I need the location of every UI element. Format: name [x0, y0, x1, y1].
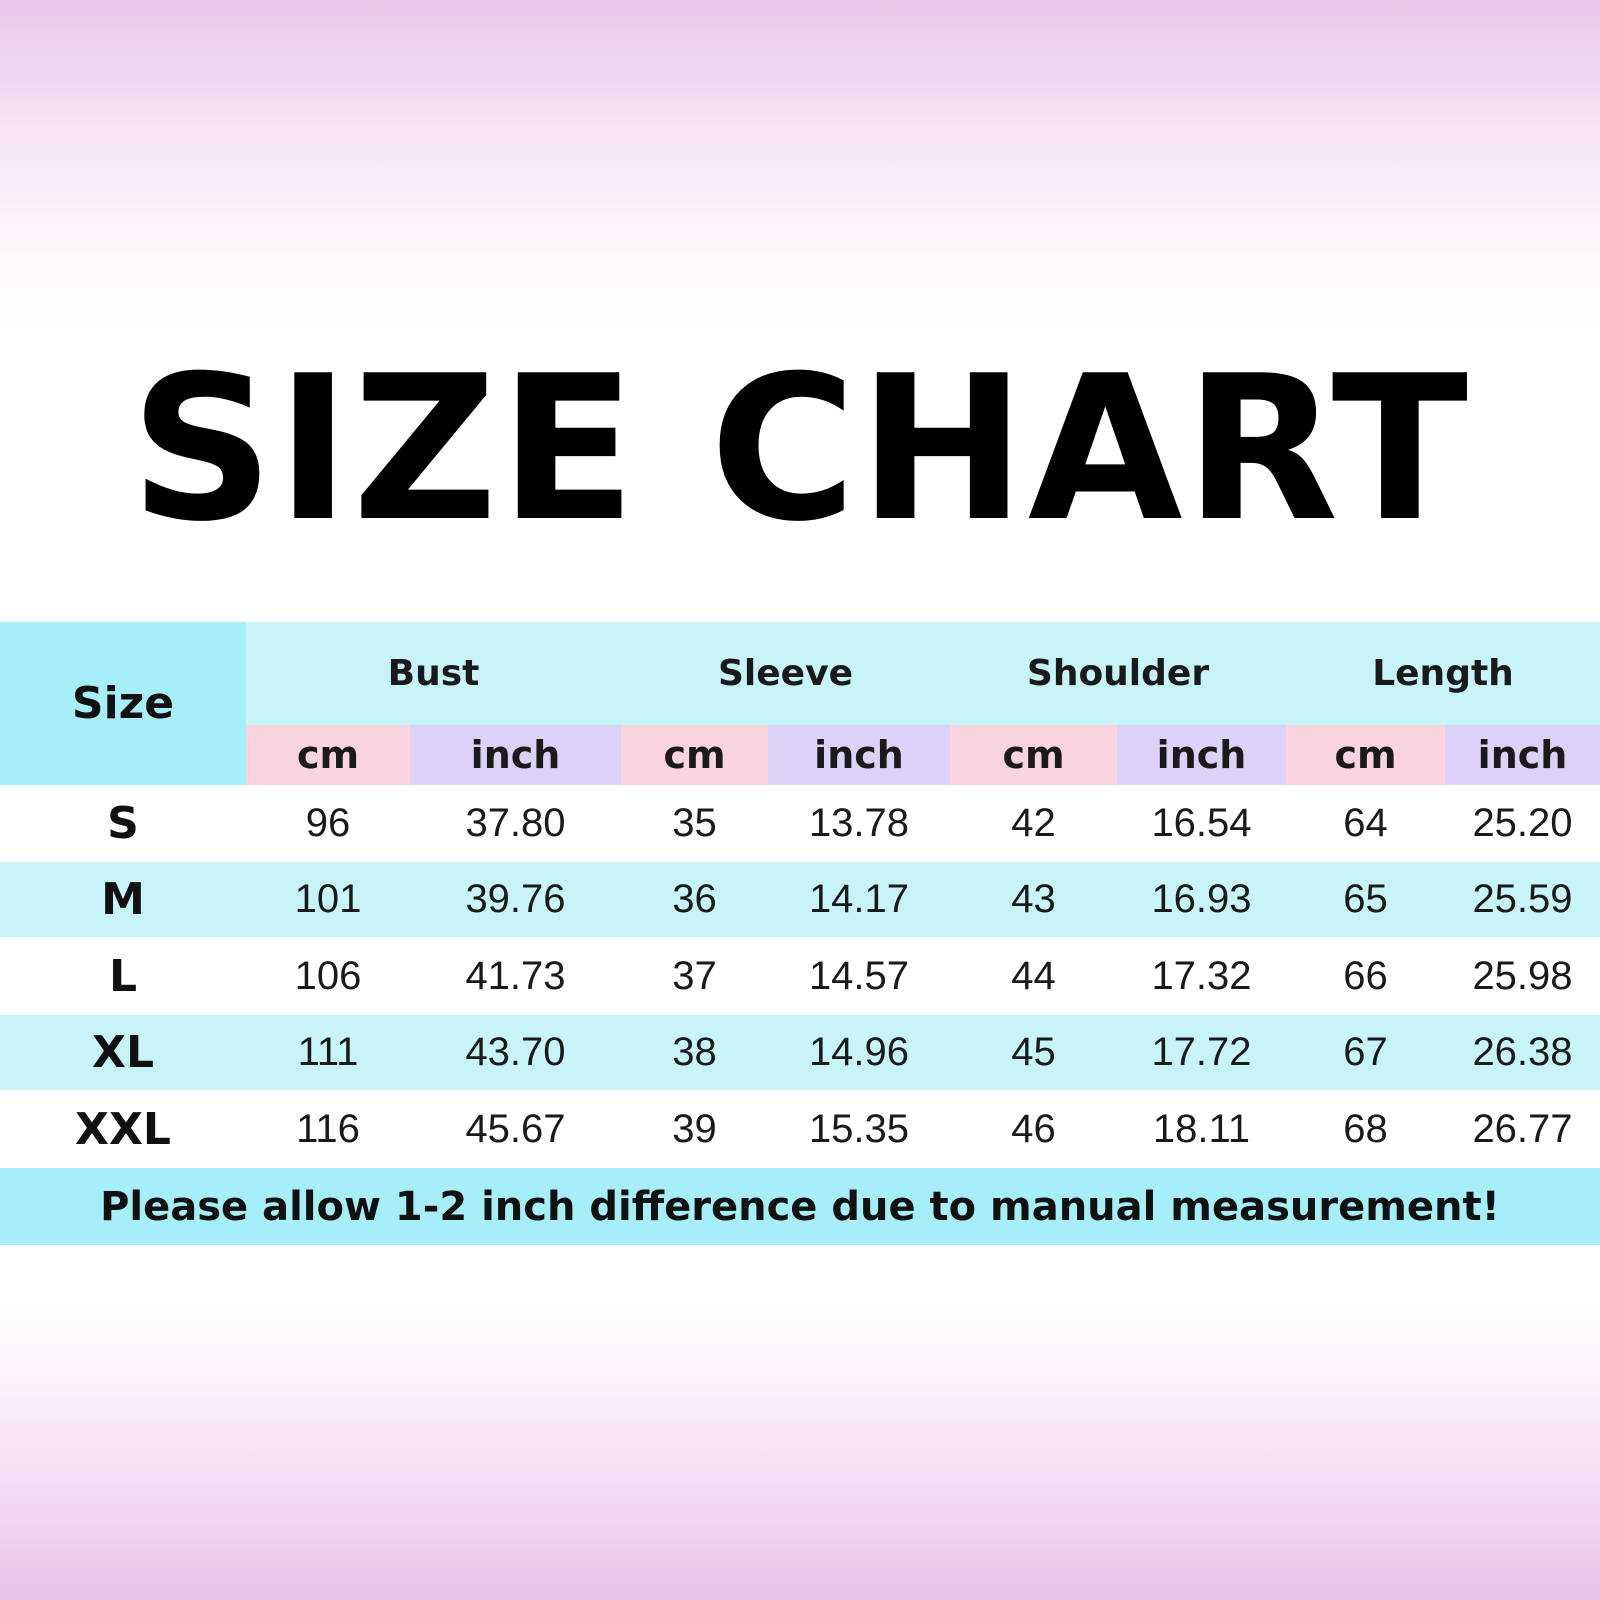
measurement-cm: 46 [1011, 1106, 1056, 1151]
measurement-inch: 41.73 [465, 953, 566, 998]
unit-header-cm: cm [621, 725, 768, 785]
measurement-inch: 14.57 [808, 953, 910, 998]
measurement-inch: 14.17 [808, 877, 910, 921]
measurement-inch: 14.96 [808, 1030, 910, 1074]
measurement-cm: 35 [672, 801, 717, 845]
unit-header-inch: inch [410, 725, 621, 785]
measurement-inch: 37.80 [465, 801, 566, 845]
unit-header-inch: inch [1117, 725, 1286, 785]
group-header-bust: Bust [246, 622, 621, 725]
measurement-cm: 44 [1011, 953, 1056, 998]
size-column-header: Size [0, 622, 246, 785]
table-row [0, 937, 1600, 1015]
unit-header-inch: inch [768, 725, 950, 785]
measurement-cm: 68 [1343, 1106, 1388, 1151]
table-row [0, 785, 1600, 862]
measurement-cm: 43 [1011, 877, 1056, 921]
unit-header-cm: cm [1286, 725, 1445, 785]
size-label: XXL [75, 1103, 171, 1155]
unit-header-cm: cm [246, 725, 410, 785]
measurement-cm: 64 [1343, 801, 1388, 845]
measurement-inch: 15.35 [808, 1106, 910, 1151]
measurement-cm: 116 [296, 1106, 360, 1151]
measurement-cm: 36 [672, 877, 717, 921]
unit-header-inch: inch [1445, 725, 1600, 785]
measurement-cm: 96 [305, 801, 351, 845]
measurement-cm: 111 [297, 1030, 359, 1074]
unit-header-cm: cm [950, 725, 1117, 785]
size-label: M [101, 874, 145, 925]
measurement-inch: 25.59 [1472, 877, 1573, 921]
measurement-inch: 26.77 [1472, 1106, 1573, 1151]
page-title: SIZE CHART [129, 333, 1471, 566]
measurement-cm: 106 [294, 953, 362, 998]
measurement-cm: 101 [294, 877, 362, 921]
measurement-note: Please allow 1-2 inch difference due to … [0, 1168, 1600, 1245]
measurement-inch: 26.38 [1472, 1030, 1573, 1074]
measurement-inch: 25.20 [1472, 801, 1573, 845]
group-header-sleeve: Sleeve [621, 622, 950, 725]
measurement-inch: 17.32 [1151, 953, 1252, 998]
size-label: XL [92, 1027, 154, 1078]
group-header-shoulder: Shoulder [950, 622, 1286, 725]
measurement-cm: 45 [1011, 1030, 1056, 1074]
measurement-inch: 39.76 [465, 877, 566, 921]
group-header-length: Length [1286, 622, 1600, 725]
measurement-inch: 18.11 [1152, 1106, 1251, 1151]
measurement-cm: 66 [1343, 953, 1388, 998]
measurement-inch: 25.98 [1472, 953, 1573, 998]
table-row [0, 1015, 1600, 1090]
measurement-inch: 45.67 [465, 1106, 566, 1151]
measurement-inch: 16.93 [1151, 877, 1252, 921]
table-row [0, 862, 1600, 937]
size-label: L [108, 950, 138, 1002]
measurement-cm: 42 [1011, 801, 1056, 845]
measurement-inch: 43.70 [465, 1030, 566, 1074]
measurement-cm: 67 [1343, 1030, 1388, 1074]
measurement-cm: 39 [672, 1106, 717, 1151]
table-row [0, 1090, 1600, 1168]
measurement-inch: 17.72 [1151, 1030, 1252, 1074]
measurement-cm: 37 [672, 953, 717, 998]
measurement-cm: 65 [1343, 877, 1388, 921]
measurement-inch: 13.78 [808, 801, 910, 845]
measurement-cm: 38 [672, 1030, 717, 1074]
size-label: S [107, 798, 139, 849]
measurement-inch: 16.54 [1151, 801, 1252, 845]
